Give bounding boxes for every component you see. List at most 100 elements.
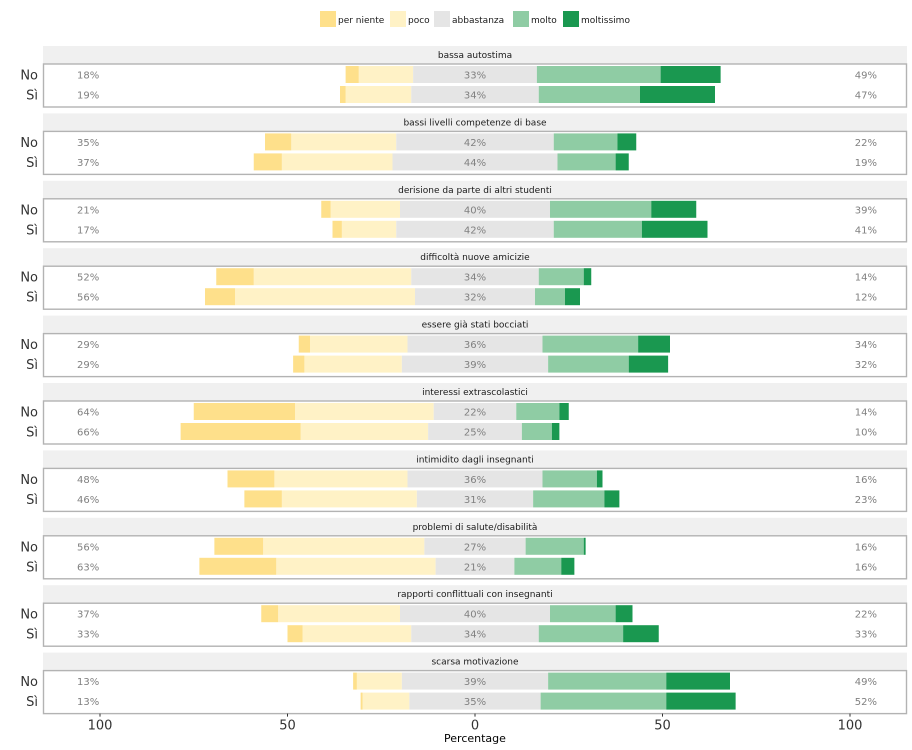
bar-abbastanza: [424, 537, 526, 555]
high-percent-label: 19%: [855, 158, 877, 169]
row-label: Sì: [26, 223, 38, 238]
high-percent-label: 12%: [855, 293, 877, 304]
bar-abbastanza: [401, 672, 549, 690]
bar-abbastanza: [401, 355, 549, 373]
bar-per-niente: [244, 490, 282, 508]
x-tick-label: 50: [654, 719, 671, 734]
neutral-percent-label: 32%: [464, 293, 486, 304]
panel-2: derisione da parte di altri studenti No 21…: [20, 180, 908, 243]
row-label: Sì: [26, 89, 38, 104]
bar-abbastanza: [413, 66, 537, 83]
neutral-percent-label: 42%: [464, 138, 486, 149]
neutral-percent-label: 42%: [464, 225, 486, 236]
bar-per-niente: [353, 672, 357, 690]
neutral-percent-label: 39%: [464, 360, 486, 371]
panel-9: scarsa motivazione No 13% 39% 49% Sì 13% 35% 52%: [20, 652, 908, 715]
legend-key-0: [320, 11, 336, 27]
high-percent-label: 32%: [855, 360, 877, 371]
panel-1: bassi livelli competenze di base No 35% 42%…: [20, 113, 908, 176]
bar-molto: [535, 288, 565, 306]
bar-moltissimo: [561, 557, 575, 575]
low-percent-label: 37%: [77, 610, 99, 621]
bar-abbastanza: [433, 403, 517, 420]
panel-strip: [43, 46, 907, 64]
bar-molto: [538, 625, 624, 643]
bar-poco: [295, 403, 434, 420]
bar-per-niente: [199, 557, 277, 575]
x-tick-label: 50: [279, 719, 296, 734]
bar-poco: [304, 355, 402, 373]
bar-abbastanza: [411, 86, 539, 103]
bar-per-niente: [321, 200, 331, 218]
bar-moltissimo: [640, 86, 715, 103]
bar-molto: [548, 355, 629, 373]
bar-molto: [521, 423, 552, 440]
bar-poco: [274, 470, 408, 488]
bar-moltissimo: [615, 605, 633, 623]
legend-key-2: [434, 11, 450, 27]
low-percent-label: 66%: [77, 428, 99, 439]
bar-poco: [281, 153, 393, 171]
low-percent-label: 46%: [77, 495, 99, 506]
bar-abbastanza: [400, 200, 550, 218]
high-percent-label: 23%: [855, 495, 877, 506]
low-percent-label: 35%: [77, 138, 99, 149]
panel-title: scarsa motivazione: [431, 658, 518, 668]
low-percent-label: 19%: [77, 91, 99, 102]
bar-abbastanza: [396, 133, 554, 151]
bar-poco: [278, 605, 400, 623]
bar-poco: [276, 557, 436, 575]
x-tick-label: 0: [471, 719, 479, 734]
high-percent-label: 14%: [855, 408, 877, 419]
bar-per-niente: [360, 692, 363, 710]
bar-moltissimo: [623, 625, 659, 643]
high-percent-label: 16%: [855, 475, 877, 486]
row-label: Sì: [26, 493, 38, 508]
bar-molto: [542, 470, 597, 488]
bar-poco: [345, 86, 412, 103]
panel-strip: [43, 315, 907, 334]
high-percent-label: 22%: [855, 138, 877, 149]
row-label: No: [20, 69, 38, 84]
neutral-percent-label: 36%: [464, 340, 486, 351]
high-percent-label: 33%: [855, 630, 877, 641]
row-label: No: [20, 608, 38, 623]
bar-abbastanza: [411, 625, 539, 643]
row-label: Sì: [26, 358, 38, 373]
bar-per-niente: [205, 288, 235, 306]
low-percent-label: 17%: [77, 225, 99, 236]
row-label: No: [20, 473, 38, 488]
panel-strip: [43, 450, 907, 469]
panel-title: bassi livelli competenze di base: [403, 118, 547, 128]
low-percent-label: 13%: [77, 677, 99, 688]
bar-molto: [542, 335, 639, 353]
high-percent-label: 49%: [855, 71, 877, 82]
bar-poco: [291, 133, 397, 151]
low-percent-label: 56%: [77, 542, 99, 553]
bar-moltissimo: [666, 692, 736, 710]
row-label: Sì: [26, 560, 38, 575]
neutral-percent-label: 34%: [464, 630, 486, 641]
high-percent-label: 39%: [855, 205, 877, 216]
row-label: No: [20, 540, 38, 555]
bar-abbastanza: [409, 692, 541, 710]
neutral-percent-label: 22%: [464, 408, 486, 419]
bar-moltissimo: [583, 268, 592, 286]
bar-moltissimo: [628, 355, 669, 373]
bar-abbastanza: [400, 605, 550, 623]
legend-key-4: [563, 11, 579, 27]
bar-poco: [362, 692, 410, 710]
bar-moltissimo: [615, 153, 629, 171]
low-percent-label: 52%: [77, 273, 99, 284]
row-label: No: [20, 675, 38, 690]
panel-6: intimidito dagli insegnanti No 48% 36% 16% Sì…: [20, 450, 908, 513]
bar-poco: [358, 66, 414, 83]
bar-abbastanza: [392, 153, 558, 171]
low-percent-label: 29%: [77, 360, 99, 371]
legend-key-3: [513, 11, 529, 27]
low-percent-label: 37%: [77, 158, 99, 169]
bar-moltissimo: [596, 470, 603, 488]
panel-title: rapporti conflittuali con insegnanti: [397, 590, 552, 600]
bar-abbastanza: [396, 220, 554, 238]
bar-molto: [516, 403, 560, 420]
